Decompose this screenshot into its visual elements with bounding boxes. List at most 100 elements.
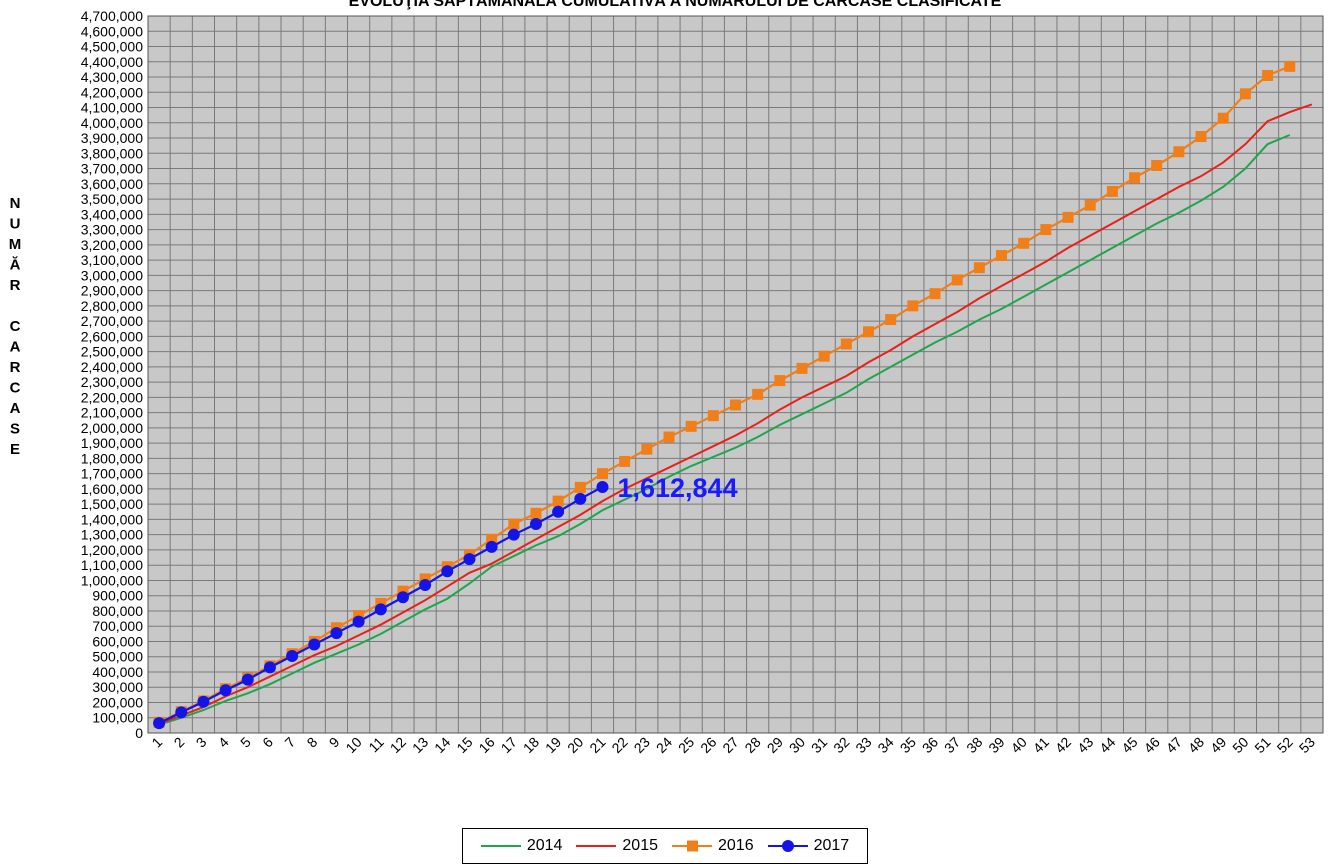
x-tick-label: 25 — [675, 734, 697, 756]
x-tick-label: 39 — [985, 734, 1007, 756]
y-tick-label: 1,800,000 — [81, 450, 143, 466]
y-tick-label: 3,500,000 — [81, 191, 143, 207]
x-tick-label: 14 — [431, 734, 453, 756]
point-2016 — [685, 420, 697, 432]
series-line-2016 — [158, 65, 1291, 724]
point-2017 — [574, 492, 587, 505]
point-2016 — [1239, 88, 1251, 100]
y-axis-label-letter: S — [10, 421, 20, 438]
x-tick-label: 27 — [719, 734, 741, 756]
plot-border — [147, 15, 1324, 734]
y-tick-label: 2,200,000 — [81, 389, 143, 405]
y-tick-label: 2,700,000 — [81, 313, 143, 329]
point-2016 — [419, 573, 431, 585]
legend: 2014 2015 2016 2017 — [462, 828, 868, 864]
x-tick-label: 20 — [564, 734, 586, 756]
x-tick-label: 16 — [475, 734, 497, 756]
x-tick-label: 13 — [409, 734, 431, 756]
x-tick-label: 38 — [963, 734, 985, 756]
x-tick-label: 35 — [897, 734, 919, 756]
y-tick-label: 1,500,000 — [81, 496, 143, 512]
legend-label: 2015 — [622, 837, 658, 854]
y-tick-label: 300,000 — [92, 679, 143, 695]
y-axis-label-letter: R — [10, 277, 21, 294]
x-tick-label: 44 — [1096, 734, 1118, 756]
legend-swatch-marker — [687, 840, 698, 852]
y-tick-label: 2,500,000 — [81, 344, 143, 360]
y-tick-label: 1,600,000 — [81, 481, 143, 497]
x-tick-label: 50 — [1229, 734, 1251, 756]
point-2016 — [885, 314, 897, 326]
point-2017 — [463, 553, 476, 566]
x-tick-label: 26 — [697, 734, 719, 756]
y-tick-label: 1,100,000 — [81, 557, 143, 573]
point-2017 — [330, 627, 343, 640]
point-2017 — [175, 706, 188, 719]
y-tick-label: 4,200,000 — [81, 84, 143, 100]
point-2016 — [840, 338, 852, 350]
y-tick-label: 1,200,000 — [81, 542, 143, 558]
point-2016 — [951, 274, 963, 286]
y-tick-label: 1,300,000 — [81, 527, 143, 543]
y-tick-label: 2,100,000 — [81, 405, 143, 421]
y-tick-label: 4,500,000 — [81, 39, 143, 55]
point-2016 — [1018, 237, 1030, 249]
last-value-annotation: 1,612,844 — [617, 473, 737, 503]
legend-swatch-marker — [781, 840, 794, 852]
y-tick-label: 3,900,000 — [81, 130, 143, 146]
y-axis-label-letter: Ă — [10, 257, 21, 274]
x-tick-label: 24 — [653, 734, 675, 756]
x-tick-label: 10 — [342, 734, 364, 756]
point-2016 — [707, 410, 719, 422]
point-2016 — [508, 518, 520, 530]
y-tick-label: 2,300,000 — [81, 374, 143, 390]
y-axis-label-letter: C — [10, 318, 21, 335]
y-tick-label: 4,600,000 — [81, 23, 143, 39]
y-tick-label: 3,400,000 — [81, 206, 143, 222]
y-tick-label: 800,000 — [92, 603, 143, 619]
x-tick-label: 41 — [1030, 734, 1052, 756]
point-2017 — [419, 579, 432, 592]
point-2016 — [929, 288, 941, 300]
x-tick-label: 3 — [193, 734, 210, 751]
point-2016 — [663, 431, 675, 443]
point-2017 — [441, 565, 454, 578]
y-tick-label: 2,400,000 — [81, 359, 143, 375]
x-tick-label: 37 — [941, 734, 963, 756]
point-2016 — [1084, 199, 1096, 211]
y-tick-label: 3,600,000 — [81, 176, 143, 192]
point-2017 — [308, 638, 321, 651]
point-2016 — [486, 533, 498, 545]
x-tick-label: 23 — [631, 734, 653, 756]
point-2016 — [596, 468, 608, 480]
point-2016 — [1062, 211, 1074, 223]
x-tick-label: 42 — [1052, 734, 1074, 756]
series-line-2014 — [158, 134, 1291, 726]
point-2017 — [507, 528, 520, 541]
y-tick-label: 600,000 — [92, 633, 143, 649]
point-2017 — [374, 603, 387, 616]
y-axis-label-letter: E — [10, 441, 20, 458]
y-tick-label: 4,300,000 — [81, 69, 143, 85]
point-2016 — [574, 481, 586, 493]
point-2016 — [1195, 131, 1207, 143]
x-tick-label: 30 — [786, 734, 808, 756]
point-2017 — [529, 518, 542, 531]
point-2016 — [353, 610, 365, 622]
x-tick-label: 47 — [1163, 734, 1185, 756]
y-tick-label: 1,400,000 — [81, 511, 143, 527]
point-2016 — [796, 362, 808, 374]
point-2016 — [752, 388, 764, 400]
point-2017 — [485, 540, 498, 553]
y-axis-label-letter: A — [10, 339, 21, 356]
x-tick-label: 9 — [326, 734, 343, 751]
point-2016 — [774, 375, 786, 387]
legend-item-2016: 2016 — [672, 837, 754, 855]
legend-label: 2016 — [718, 837, 754, 854]
x-tick-label: 8 — [304, 734, 321, 751]
y-tick-label: 3,800,000 — [81, 145, 143, 161]
x-tick-label: 15 — [453, 734, 475, 756]
y-tick-label: 3,200,000 — [81, 237, 143, 253]
series-2016 — [153, 60, 1296, 728]
